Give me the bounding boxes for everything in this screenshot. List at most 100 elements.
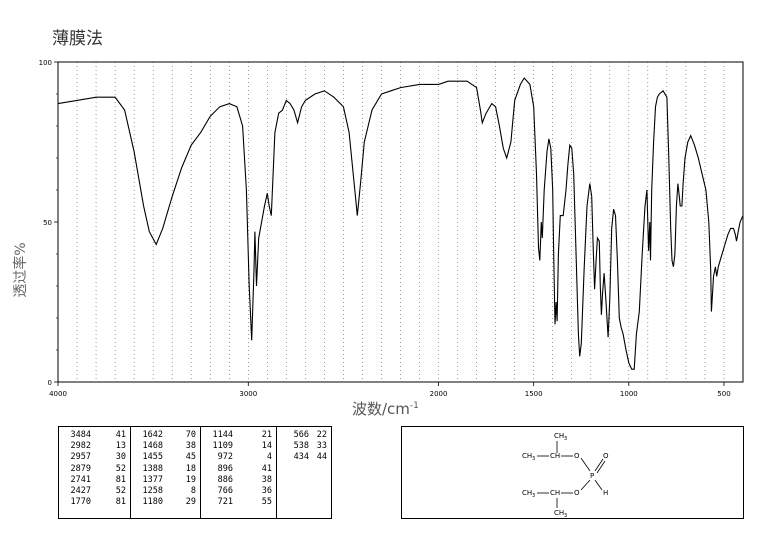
peak-table-row: 766 36 bbox=[205, 486, 272, 497]
peak-table-row: 1455 45 bbox=[135, 452, 196, 463]
structure-atom-sub: 3 bbox=[532, 456, 535, 462]
peak-transmittance: 14 bbox=[261, 441, 272, 452]
peak-transmittance: 33 bbox=[316, 441, 327, 452]
x-tick-label: 500 bbox=[717, 390, 730, 398]
peak-table-row: 1258 8 bbox=[135, 486, 196, 497]
y-tick-label: 0 bbox=[48, 379, 52, 387]
structure-atom: CH bbox=[554, 509, 564, 517]
peak-wavenumber: 2741 bbox=[70, 474, 91, 485]
peak-table-row: 2427 52 bbox=[63, 486, 126, 497]
peak-table-row: 1388 18 bbox=[135, 464, 196, 475]
peak-table-row: 1468 38 bbox=[135, 441, 196, 452]
peak-table-row: 972 4 bbox=[205, 452, 272, 463]
peak-wavenumber: 1258 bbox=[142, 485, 163, 496]
x-axis-label: 波数/cm-1 bbox=[352, 398, 419, 419]
peak-transmittance: 41 bbox=[261, 463, 272, 474]
structure-atom: P bbox=[590, 472, 594, 480]
structure-atom: CH bbox=[550, 489, 560, 497]
peak-transmittance: 52 bbox=[115, 463, 126, 474]
peak-table: 3484 41 2982 13 2957 30 2879 52 2741 81 2427 52 1770… bbox=[58, 426, 332, 519]
peak-transmittance: 13 bbox=[115, 441, 126, 452]
x-tick-label: 1000 bbox=[620, 390, 638, 398]
peak-wavenumber: 896 bbox=[217, 463, 233, 474]
peak-transmittance: 81 bbox=[115, 497, 126, 508]
peak-wavenumber: 886 bbox=[217, 474, 233, 485]
x-tick-label: 3000 bbox=[239, 390, 257, 398]
y-axis-label-part: 率 bbox=[13, 255, 29, 270]
x-tick-label: 4000 bbox=[49, 390, 67, 398]
peak-wavenumber: 1144 bbox=[212, 430, 233, 440]
structure-atom: CH bbox=[554, 432, 564, 440]
peak-wavenumber: 2879 bbox=[70, 463, 91, 474]
peak-transmittance: 52 bbox=[115, 485, 126, 496]
peak-wavenumber: 538 bbox=[293, 441, 309, 452]
peak-table-column: 1642 70 1468 38 1455 45 1388 18 1377 19 1258 8 1180 2… bbox=[131, 427, 201, 518]
peak-table-column: 3484 41 2982 13 2957 30 2879 52 2741 81 2427 52 1770… bbox=[59, 427, 131, 518]
peak-wavenumber: 1642 bbox=[142, 430, 163, 440]
peak-table-row: 2879 52 bbox=[63, 464, 126, 475]
y-axis-label: 透过率% bbox=[10, 242, 30, 297]
peak-table-row: 1180 29 bbox=[135, 497, 196, 508]
y-tick-label: 50 bbox=[43, 219, 52, 227]
peak-transmittance: 19 bbox=[185, 474, 196, 485]
structure-atom-sub: 3 bbox=[564, 513, 567, 518]
peak-wavenumber: 1180 bbox=[142, 497, 163, 508]
peak-transmittance: 21 bbox=[261, 430, 272, 440]
peak-wavenumber: 1770 bbox=[70, 497, 91, 508]
peak-wavenumber: 1388 bbox=[142, 463, 163, 474]
x-tick-label: 1500 bbox=[525, 390, 543, 398]
structure-atom-sub: 3 bbox=[564, 436, 567, 442]
chemical-structure: CH 3 CH 3 CH O P O H CH 3 CH O CH 3 bbox=[522, 432, 609, 519]
x-axis-label-exponent: -1 bbox=[409, 401, 419, 411]
peak-transmittance: 44 bbox=[316, 452, 327, 463]
peak-transmittance: 41 bbox=[115, 430, 126, 440]
structure-atom: CH bbox=[522, 452, 532, 460]
peak-wavenumber: 972 bbox=[217, 452, 233, 463]
y-tick-label: 100 bbox=[39, 59, 52, 67]
peak-transmittance: 30 bbox=[115, 452, 126, 463]
peak-wavenumber: 1109 bbox=[212, 441, 233, 452]
peak-table-row: 2957 30 bbox=[63, 452, 126, 463]
grid-lines bbox=[76, 62, 725, 382]
peak-table-row: 2982 13 bbox=[63, 441, 126, 452]
peak-wavenumber: 2427 bbox=[70, 485, 91, 496]
peak-transmittance: 70 bbox=[185, 430, 196, 440]
peak-wavenumber: 3484 bbox=[70, 430, 91, 440]
structure-box: CH 3 CH 3 CH O P O H CH 3 CH O CH 3 bbox=[401, 426, 744, 519]
x-tick-label: 2000 bbox=[430, 390, 448, 398]
peak-transmittance: 18 bbox=[185, 463, 196, 474]
peak-wavenumber: 721 bbox=[217, 497, 233, 508]
peak-table-row: 538 33 bbox=[281, 441, 327, 452]
peak-wavenumber: 1468 bbox=[142, 441, 163, 452]
structure-atom: CH bbox=[550, 452, 560, 460]
series-line-transmittance bbox=[57, 77, 744, 370]
y-axis-label-part: % bbox=[13, 242, 29, 256]
peak-table-row: 2741 81 bbox=[63, 475, 126, 486]
peak-table-row: 886 38 bbox=[205, 475, 272, 486]
peak-table-row: 3484 41 bbox=[63, 430, 126, 441]
peak-table-row: 896 41 bbox=[205, 464, 272, 475]
y-axis-label-part: 透 bbox=[13, 283, 29, 298]
peak-wavenumber: 434 bbox=[293, 452, 309, 463]
peak-transmittance: 8 bbox=[190, 485, 196, 496]
peak-transmittance: 4 bbox=[266, 452, 272, 463]
peak-transmittance: 38 bbox=[185, 441, 196, 452]
peak-wavenumber: 1377 bbox=[142, 474, 163, 485]
y-axis-label-part: 过 bbox=[13, 269, 29, 284]
peak-wavenumber: 1455 bbox=[142, 452, 163, 463]
peak-wavenumber: 2957 bbox=[70, 452, 91, 463]
structure-atom: O bbox=[574, 489, 580, 497]
peak-table-row: 1109 14 bbox=[205, 441, 272, 452]
peak-transmittance: 45 bbox=[185, 452, 196, 463]
peak-transmittance: 22 bbox=[316, 430, 327, 440]
structure-atom-sub: 3 bbox=[532, 493, 535, 499]
peak-table-row: 434 44 bbox=[281, 452, 327, 463]
page-title: 薄膜法 bbox=[52, 29, 103, 49]
peak-transmittance: 36 bbox=[261, 485, 272, 496]
structure-atom: O bbox=[603, 452, 609, 460]
x-axis-label-text: 波数/cm bbox=[352, 400, 410, 418]
peak-table-row: 721 55 bbox=[205, 497, 272, 508]
peak-table-row: 1770 81 bbox=[63, 497, 126, 508]
